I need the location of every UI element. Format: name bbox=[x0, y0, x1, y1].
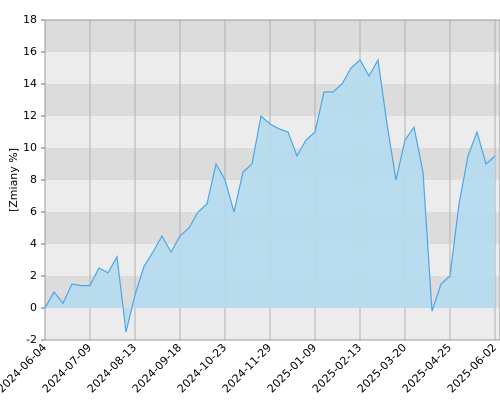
grid-band bbox=[45, 84, 500, 116]
y-tick-label: 8 bbox=[30, 173, 37, 186]
y-tick-label: 10 bbox=[23, 141, 37, 154]
plot-border bbox=[44, 19, 500, 341]
grid-band bbox=[45, 20, 500, 52]
grid-band bbox=[45, 308, 500, 340]
y-axis-label: [Zmiany %] bbox=[7, 148, 20, 212]
y-tick-label: 6 bbox=[30, 205, 37, 218]
grid-band bbox=[45, 52, 500, 84]
y-tick-label: 0 bbox=[30, 301, 37, 314]
line bbox=[44, 58, 496, 333]
y-tick-label: 18 bbox=[23, 13, 37, 26]
y-tick-label: 12 bbox=[23, 109, 37, 122]
y-tick-label: -2 bbox=[26, 333, 37, 346]
y-tick-label: 4 bbox=[30, 237, 37, 250]
y-tick-label: 14 bbox=[23, 77, 37, 90]
y-tick-label: 16 bbox=[23, 45, 37, 58]
y-tick-label: 2 bbox=[30, 269, 37, 282]
area bbox=[45, 60, 495, 332]
